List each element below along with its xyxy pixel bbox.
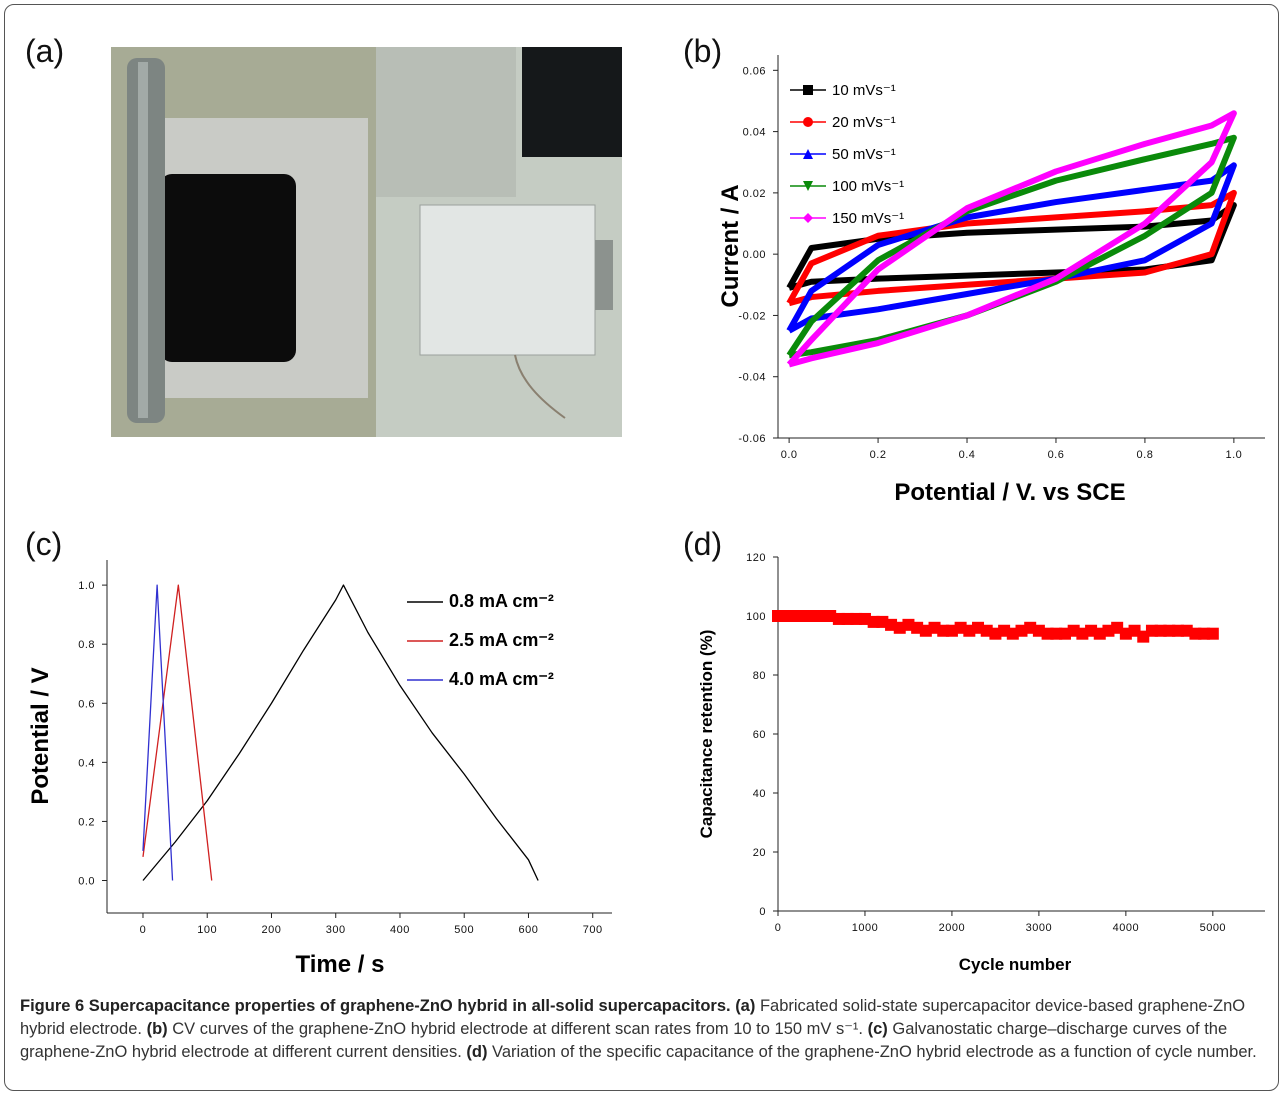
data-point xyxy=(1206,627,1219,640)
y-tick-label: -0.02 xyxy=(738,310,766,322)
caption-title: Figure 6 Supercapacitance properties of … xyxy=(20,997,731,1015)
y-tick-label: 120 xyxy=(746,552,766,564)
y-axis-title: Current / A xyxy=(717,184,744,307)
legend-marker xyxy=(803,149,813,159)
caption-label: (a) xyxy=(735,997,756,1015)
y-tick-label: 0.6 xyxy=(78,698,95,710)
y-tick-label: 0.2 xyxy=(78,816,95,828)
caption-label: (d) xyxy=(466,1043,488,1061)
y-tick-label: 0 xyxy=(759,906,766,918)
panel-label: (a) xyxy=(25,33,64,69)
caption-text: Fabricated solid-state supercapacitor de… xyxy=(20,997,1246,1038)
caption-text: Galvanostatic charge–discharge curves of… xyxy=(20,1020,1228,1061)
x-tick-label: 4000 xyxy=(1113,922,1139,934)
legend-label: 50 mVs⁻¹ xyxy=(832,146,896,163)
photo xyxy=(111,47,622,437)
roller-highlight xyxy=(138,62,148,418)
y-tick-label: 80 xyxy=(753,670,766,682)
figure-frame xyxy=(4,4,1279,1091)
x-tick-label: 100 xyxy=(197,924,217,936)
panel-label: (c) xyxy=(25,526,62,562)
x-tick-label: 5000 xyxy=(1200,922,1226,934)
y-tick-label: 20 xyxy=(753,847,766,859)
legend-label: 0.8 mA cm⁻² xyxy=(449,591,554,611)
x-tick-label: 0.6 xyxy=(1048,449,1065,461)
legend-label: 100 mVs⁻¹ xyxy=(832,178,904,195)
y-tick-label: 0.0 xyxy=(78,876,95,888)
y-tick-label: 40 xyxy=(753,788,766,800)
y-tick-label: 0.4 xyxy=(78,757,95,769)
y-tick-label: 0.06 xyxy=(743,65,766,77)
legend-marker xyxy=(803,213,813,223)
caption-label: (c) xyxy=(867,1020,888,1038)
legend-marker xyxy=(803,85,813,95)
caption: Figure 6 Supercapacitance properties of … xyxy=(20,995,1270,1064)
y-tick-label: 100 xyxy=(746,611,766,623)
y-tick-label: -0.06 xyxy=(738,433,766,445)
x-tick-label: 1000 xyxy=(852,922,878,934)
legend-label: 10 mVs⁻¹ xyxy=(832,82,896,99)
data-line xyxy=(786,162,1237,334)
x-tick-label: 0.4 xyxy=(959,449,976,461)
wire xyxy=(514,354,566,419)
x-tick-label: 3000 xyxy=(1026,922,1052,934)
x-tick-label: 0 xyxy=(775,922,782,934)
legend-marker xyxy=(803,181,813,191)
data-line xyxy=(786,110,1237,368)
y-tick-label: 1.0 xyxy=(78,580,95,592)
x-tick-label: 2000 xyxy=(939,922,965,934)
data-line xyxy=(142,584,213,881)
caption-label: (b) xyxy=(146,1020,168,1038)
x-tick-label: 300 xyxy=(326,924,346,936)
x-axis-title: Cycle number xyxy=(959,955,1072,974)
y-tick-label: 0.04 xyxy=(743,127,766,139)
y-tick-label: 0.8 xyxy=(78,639,95,651)
x-tick-label: 600 xyxy=(519,924,539,936)
data-line xyxy=(142,584,174,881)
wall xyxy=(376,47,516,197)
legend-label: 20 mVs⁻¹ xyxy=(832,114,896,131)
pouch-cell xyxy=(419,204,596,356)
data-line xyxy=(786,189,1237,307)
figure: (a) (b)-0.06-0.04-0.020.000.020.040.060.… xyxy=(25,33,1265,978)
x-tick-label: 0.8 xyxy=(1137,449,1154,461)
y-tick-label: 60 xyxy=(753,729,766,741)
x-tick-label: 0 xyxy=(140,924,147,936)
caption-text: Variation of the specific capacitance of… xyxy=(492,1043,1257,1061)
data-line xyxy=(142,584,539,881)
monitor xyxy=(522,47,622,157)
electrode xyxy=(160,174,296,362)
x-tick-label: 0.0 xyxy=(781,449,798,461)
legend-label: 4.0 mA cm⁻² xyxy=(449,669,554,689)
legend-marker xyxy=(803,117,813,127)
x-tick-label: 400 xyxy=(390,924,410,936)
x-axis-title: Potential / V. vs SCE xyxy=(894,479,1125,506)
panel-label: (b) xyxy=(683,33,722,69)
y-axis-title: Potential / V xyxy=(27,667,54,804)
panel-label: (d) xyxy=(683,526,722,562)
x-tick-label: 1.0 xyxy=(1225,449,1242,461)
x-tick-label: 700 xyxy=(583,924,603,936)
y-tick-label: -0.04 xyxy=(738,372,766,384)
caption-text: CV curves of the graphene-ZnO hybrid ele… xyxy=(172,1020,864,1038)
legend-label: 2.5 mA cm⁻² xyxy=(449,630,554,650)
tab xyxy=(595,240,613,310)
legend-label: 150 mVs⁻¹ xyxy=(832,210,904,227)
x-tick-label: 200 xyxy=(262,924,282,936)
y-tick-label: 0.02 xyxy=(743,188,766,200)
y-axis-title: Capacitance retention (%) xyxy=(697,630,716,839)
x-tick-label: 0.2 xyxy=(870,449,887,461)
x-axis-title: Time / s xyxy=(296,951,385,978)
x-tick-label: 500 xyxy=(454,924,474,936)
y-tick-label: 0.00 xyxy=(743,249,766,261)
